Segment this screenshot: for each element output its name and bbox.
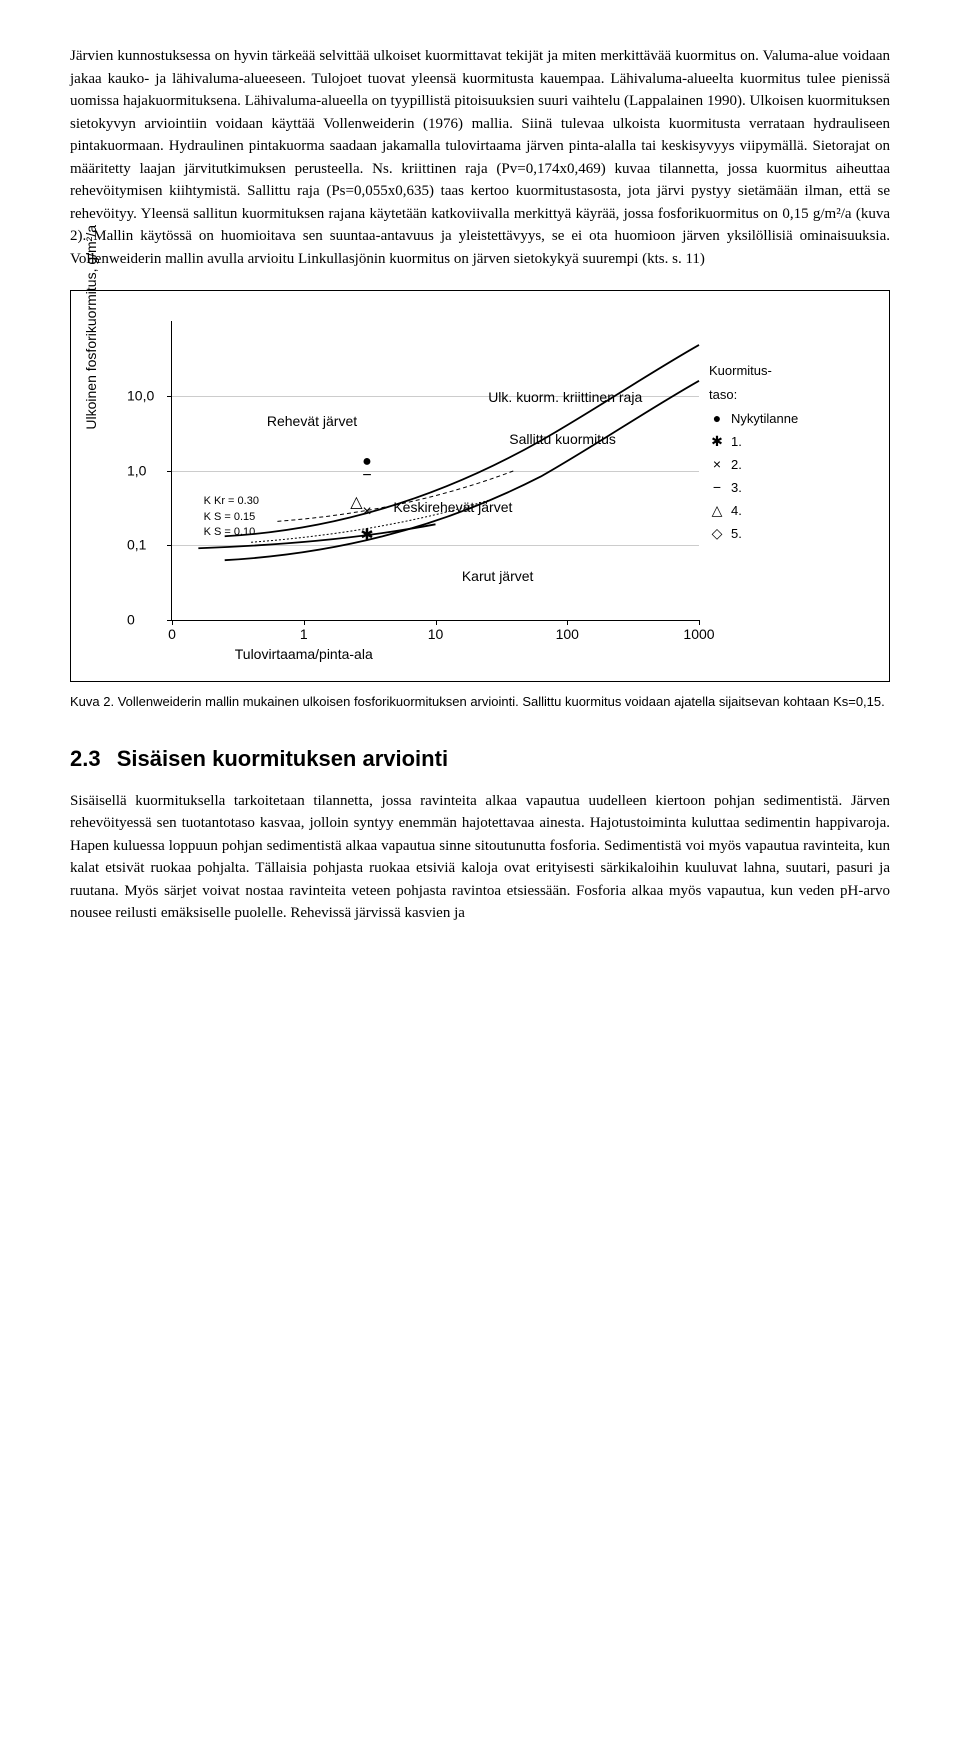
section-title: Sisäisen kuormituksen arviointi xyxy=(117,746,448,771)
data-marker: × xyxy=(362,500,371,524)
legend-symbol: ● xyxy=(709,408,725,429)
legend-item: △ 4. xyxy=(709,500,869,521)
legend-item: ✱ 1. xyxy=(709,431,869,452)
legend-label: 2. xyxy=(731,455,742,475)
x-tick-label: 1 xyxy=(300,624,308,645)
legend-item: −3. xyxy=(709,477,869,498)
paragraph-1: Järvien kunnostuksessa on hyvin tärkeää … xyxy=(70,45,890,270)
curves-svg xyxy=(172,321,699,620)
x-axis-label: Tulovirtaama/pinta-ala xyxy=(235,644,373,665)
k-label-row: K Kr = 0.30 xyxy=(204,494,259,509)
legend-symbol: △ xyxy=(709,500,725,521)
legend-label: 3. xyxy=(731,478,742,498)
k-constants: K Kr = 0.30K S = 0.15K S = 0.10 xyxy=(204,494,259,540)
plot-area: 00,11,010,0 01101001000 Rehevät järvetKe… xyxy=(171,321,699,621)
x-tick-label: 0 xyxy=(168,624,176,645)
region-label: Karut järvet xyxy=(462,566,534,587)
k-label-row: K S = 0.15 xyxy=(204,510,259,525)
legend-symbol: ✱ xyxy=(709,431,725,452)
data-marker: ✱ xyxy=(360,524,373,548)
x-tick-label: 1000 xyxy=(683,624,714,645)
vollenweider-chart: Ulkoinen fosforikuormitus, g/m²/a 00,11,… xyxy=(70,290,890,682)
data-marker: − xyxy=(362,464,371,488)
legend-label: Nykytilanne xyxy=(731,409,798,429)
legend-item: × 2. xyxy=(709,454,869,475)
section-heading: 2.3 Sisäisen kuormituksen arviointi xyxy=(70,742,890,775)
legend-symbol: ◇ xyxy=(709,523,725,544)
region-label: Ulk. kuorm. kriittinen raja xyxy=(488,387,642,408)
legend-symbol: − xyxy=(709,477,725,498)
y-axis-label: Ulkoinen fosforikuormitus, g/m²/a xyxy=(81,225,102,430)
legend-label: 4. xyxy=(731,501,742,521)
section-number: 2.3 xyxy=(70,746,101,771)
legend-item: ◇ 5. xyxy=(709,523,869,544)
y-tick-label: 0 xyxy=(127,610,135,631)
x-tick-label: 10 xyxy=(428,624,444,645)
region-label: Sallittu kuormitus xyxy=(509,429,616,450)
legend-header-2: taso: xyxy=(709,385,869,405)
legend-symbol: × xyxy=(709,454,725,475)
paragraph-2: Sisäisellä kuormituksella tarkoitetaan t… xyxy=(70,790,890,925)
legend-item: ● Nykytilanne xyxy=(709,408,869,429)
legend-label: 5. xyxy=(731,524,742,544)
y-tick-label: 10,0 xyxy=(127,385,154,406)
x-tick-label: 100 xyxy=(556,624,579,645)
legend-header-1: Kuormitus- xyxy=(709,361,869,381)
k-label-row: K S = 0.10 xyxy=(204,525,259,540)
y-tick-label: 1,0 xyxy=(127,460,146,481)
legend-label: 1. xyxy=(731,432,742,452)
legend: Kuormitus- taso: ●Nykytilanne✱1.×2.−3.△4… xyxy=(709,321,869,546)
region-label: Rehevät järvet xyxy=(267,411,357,432)
y-tick-label: 0,1 xyxy=(127,535,146,556)
region-label: Keskirehevät järvet xyxy=(393,497,512,518)
data-marker: △ xyxy=(350,491,362,515)
figure-caption: Kuva 2. Vollenweiderin mallin mukainen u… xyxy=(70,692,890,712)
